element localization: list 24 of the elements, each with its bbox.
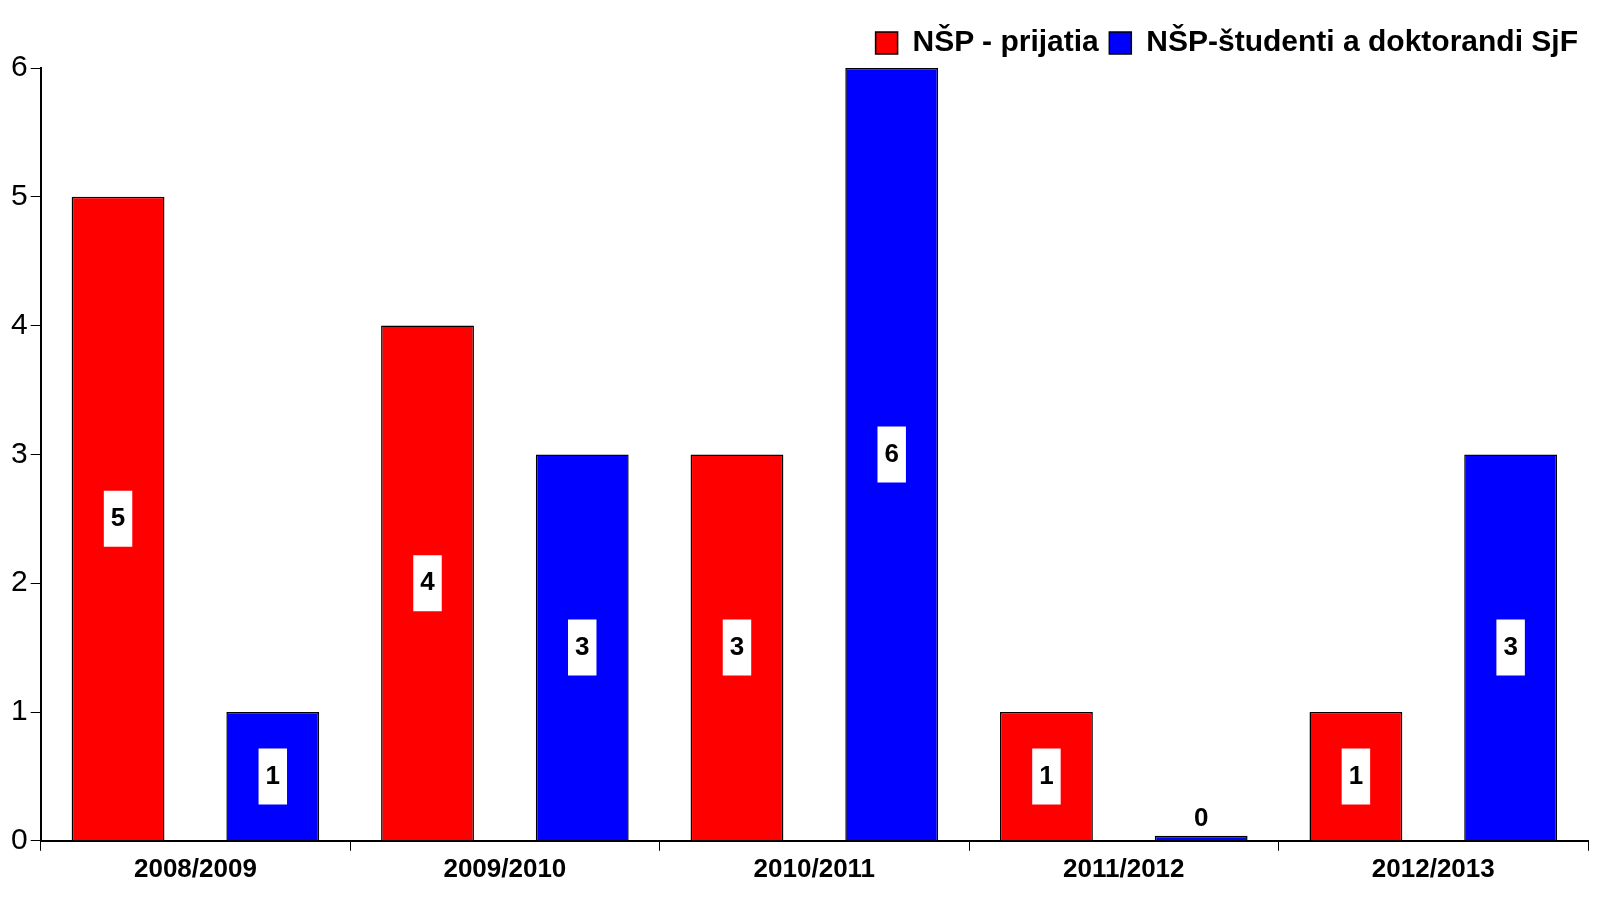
- legend-label: NŠP-študenti a doktorandi SjF: [1146, 24, 1579, 58]
- y-tick-label: 1: [11, 693, 28, 727]
- x-tick-label: 2010/2011: [753, 852, 876, 883]
- y-tick-label: 3: [11, 435, 28, 469]
- data-label: 4: [420, 566, 436, 597]
- x-tick-label: 2012/2013: [1371, 852, 1495, 883]
- y-tick-label: 5: [11, 178, 28, 212]
- legend-label: NŠP - prijatia: [912, 24, 1100, 58]
- data-label: 1: [265, 759, 281, 790]
- x-tick-label: 2008/2009: [133, 852, 257, 883]
- y-tick-label: 0: [11, 822, 28, 856]
- x-tick-label: 2011/2012: [1063, 852, 1185, 883]
- data-label: 3: [575, 630, 590, 661]
- data-label: 5: [110, 501, 126, 532]
- data-label: 3: [1503, 630, 1518, 661]
- y-tick-label: 6: [11, 49, 28, 83]
- data-label: 1: [1348, 759, 1364, 790]
- y-tick-label: 2: [11, 564, 28, 598]
- x-tick-label: 2009/2010: [443, 852, 567, 883]
- data-label: 0: [1193, 801, 1209, 832]
- data-label: 3: [729, 630, 745, 661]
- data-label: 6: [884, 437, 899, 468]
- data-label: 1: [1039, 759, 1054, 790]
- y-tick-label: 4: [11, 306, 28, 340]
